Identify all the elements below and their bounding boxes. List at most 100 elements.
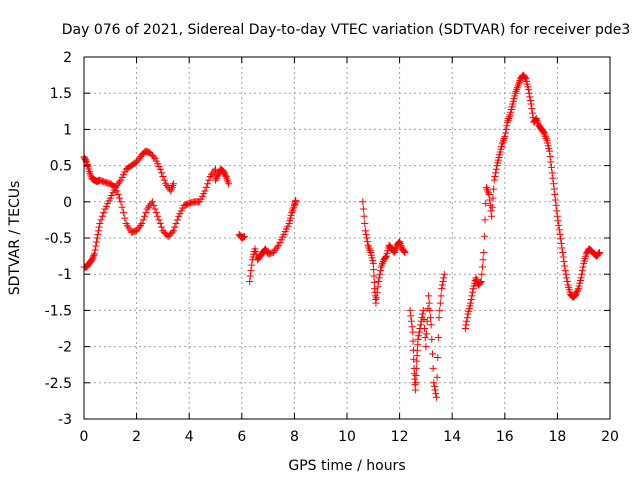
data-point [478,263,486,271]
data-point [365,243,373,251]
data-point [487,207,495,215]
data-point [515,78,523,86]
data-point [430,382,438,390]
data-point [428,350,436,358]
y-tick-label: -2.5 [45,376,72,392]
data-point [467,299,475,307]
data-point [98,212,106,220]
data-point [210,167,218,175]
data-point [400,248,408,256]
data-point [119,209,127,217]
data-point [379,259,387,267]
data-point [481,216,489,224]
data-point [515,80,523,88]
data-point [551,191,559,199]
x-tick-label: 8 [290,429,299,445]
data-point [572,290,580,298]
data-point [112,183,120,191]
series-arc-e [246,196,300,285]
data-point [225,180,233,188]
data-point [377,267,385,275]
data-point [556,230,564,238]
data-point [373,288,381,296]
data-point [89,253,97,261]
x-tick-label: 16 [496,429,514,445]
data-point [150,201,158,209]
data-point [555,221,563,229]
data-point [427,321,435,329]
series-arc-h [461,71,603,332]
y-axis-label: SDTVAR / TECUs [7,181,23,296]
data-point [557,239,565,247]
data-point [476,279,484,287]
data-point [468,292,476,300]
data-points [80,71,603,401]
data-point [546,153,554,161]
data-point [167,187,175,195]
data-point [425,292,433,300]
data-point [116,178,124,186]
data-point [436,299,444,307]
data-point [139,216,147,224]
y-tick-label: -3 [58,412,72,428]
data-point [562,270,570,278]
y-tick-label: 2 [63,50,72,66]
data-point [548,169,556,177]
data-point [273,243,281,251]
x-axis-label: GPS time / hours [288,458,405,474]
data-point [269,248,277,256]
data-point [412,372,420,380]
data-point [117,198,125,206]
data-point [95,223,103,231]
data-point [547,158,555,166]
data-point [554,217,562,225]
data-point [463,317,471,325]
series-arc-c [212,165,233,188]
data-point [370,278,378,286]
data-point [90,251,98,259]
x-tick-label: 12 [391,429,409,445]
data-point [557,235,565,243]
data-point [574,286,582,294]
data-point [100,209,108,217]
data-point [162,180,170,188]
data-point [154,212,162,220]
data-point [417,321,425,329]
data-point [438,285,446,293]
series-arc-g [406,270,448,401]
data-point [409,337,417,345]
data-point [431,386,439,394]
data-point [88,256,96,264]
data-point [94,230,102,238]
data-point [118,203,126,211]
series-arc-a [80,147,177,195]
data-point [213,173,221,181]
data-point [151,205,159,213]
data-point [359,205,367,213]
data-point [521,74,529,82]
data-point [484,189,492,197]
data-point [137,221,145,229]
data-point [396,239,404,247]
data-point [289,205,297,213]
data-point [391,247,399,255]
data-point [372,299,380,307]
data-point [501,129,509,137]
data-point [473,276,481,284]
data-point [423,317,431,325]
data-point [595,248,603,256]
data-point [133,227,141,235]
data-point [483,185,491,193]
data-point [359,198,367,206]
data-point [91,246,99,254]
data-point [116,194,124,202]
data-point [396,238,404,246]
data-point [514,82,522,90]
data-point [381,254,389,262]
data-point [411,386,419,394]
data-point [158,223,166,231]
data-point [430,379,438,387]
data-point [360,212,368,220]
data-point [208,171,216,179]
